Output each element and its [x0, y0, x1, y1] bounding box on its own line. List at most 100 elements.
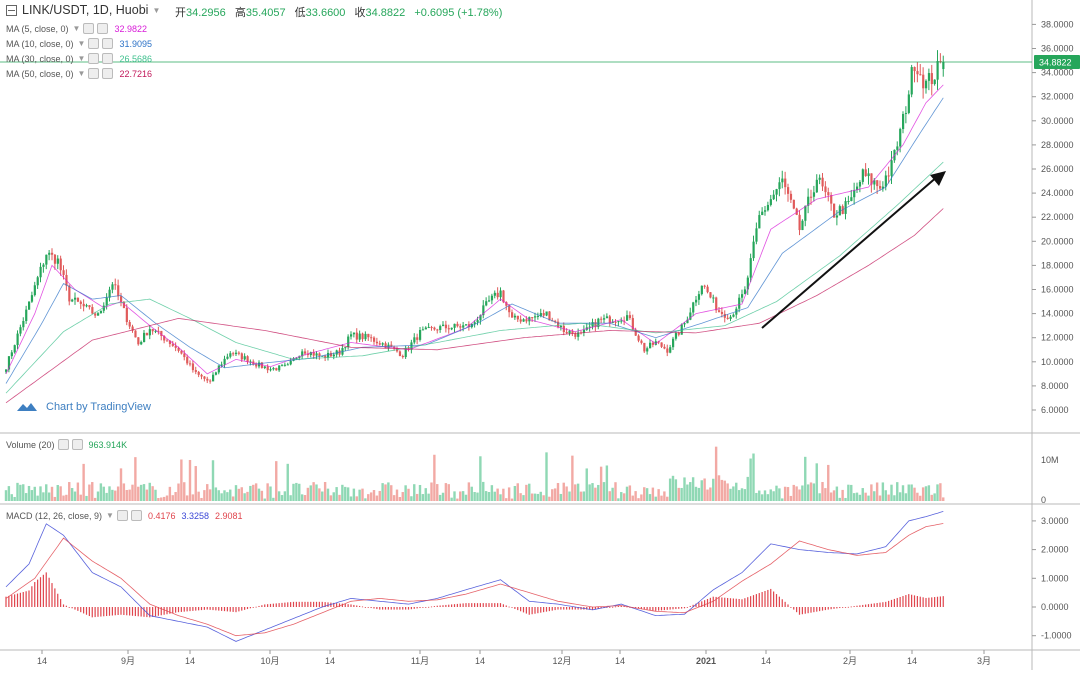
macd-hist-bar [683, 607, 686, 609]
macd-hist-bar [666, 607, 668, 610]
volume-bar [628, 485, 632, 501]
macd-hist-bar [353, 604, 355, 607]
volume-bar [162, 496, 166, 501]
tradingview-watermark[interactable]: Chart by TradingView [16, 401, 151, 413]
candle [557, 321, 560, 328]
candle [148, 329, 151, 336]
candle [19, 327, 22, 334]
candle [870, 173, 873, 185]
volume-bar [361, 488, 364, 501]
candle [637, 335, 640, 341]
macd-hist-bar [888, 600, 890, 607]
candle [79, 301, 82, 304]
macd-hist-bar [292, 601, 295, 607]
close-icon[interactable] [97, 23, 109, 34]
volume-bar [637, 498, 640, 501]
volume-bar [792, 484, 795, 501]
volume-bar [461, 491, 465, 501]
candle [97, 313, 100, 316]
macd-hist-bar [873, 603, 875, 607]
macd-hist-bar [747, 597, 749, 607]
macd-hist-bar [770, 588, 772, 607]
symbol-header[interactable]: LINK/USDT, 1D, Huobi ▼ [6, 3, 160, 17]
macd-hist-bar [540, 607, 542, 613]
close-icon[interactable] [71, 439, 83, 450]
close-icon[interactable] [130, 510, 142, 521]
volume-bar [246, 491, 249, 501]
volume-bar [283, 491, 287, 501]
macd-hist-bar [514, 607, 516, 609]
macd-hist-bar [525, 607, 527, 614]
candle [364, 333, 367, 340]
candle [200, 374, 203, 377]
volume-bar [674, 479, 678, 501]
macd-hist-bar [376, 607, 378, 610]
macd-hist-bar [589, 607, 591, 610]
candle [324, 355, 327, 358]
candle [419, 330, 422, 340]
macd-hist-bar [612, 606, 614, 608]
candle [53, 254, 57, 264]
volume-legend[interactable]: Volume (20) 963.914K [6, 439, 127, 450]
macd-hist-bar [321, 601, 323, 607]
macd-hist-bar [200, 607, 203, 611]
volume-bar [467, 482, 471, 501]
candle [614, 321, 617, 323]
settings-icon[interactable] [116, 510, 128, 521]
volume-bar [887, 494, 890, 501]
ma30-legend[interactable]: MA (30, close, 0) ▼ 26.5686 [6, 53, 152, 64]
chevron-down-icon[interactable]: ▼ [106, 511, 114, 520]
volume-bar [614, 482, 617, 501]
macd-legend[interactable]: MACD (12, 26, close, 9) ▼ 0.4176 3.3258 2… [6, 510, 243, 521]
settings-icon[interactable] [88, 68, 100, 79]
macd-hist-bar [246, 607, 249, 610]
candle [105, 297, 108, 306]
volume-bar [119, 468, 123, 501]
volume-bar [229, 489, 232, 501]
settings-icon[interactable] [88, 38, 100, 49]
candle [223, 358, 226, 365]
candle [177, 347, 180, 351]
collapse-icon[interactable] [6, 4, 17, 16]
ma5-legend[interactable]: MA (5, close, 0) ▼ 32.9822 [6, 23, 147, 34]
close-icon[interactable] [102, 53, 114, 64]
macd-hist-bar [462, 603, 464, 607]
ma5-value: 32.9822 [114, 23, 147, 34]
settings-icon[interactable] [57, 439, 69, 450]
ma10-legend[interactable]: MA (10, close, 0) ▼ 31.9095 [6, 38, 152, 49]
candle [367, 333, 370, 338]
volume-bar [165, 495, 169, 501]
chevron-down-icon[interactable]: ▼ [77, 39, 86, 48]
candle [212, 374, 215, 382]
settings-icon[interactable] [83, 23, 95, 34]
volume-bar [585, 468, 588, 501]
macd-hist-bar [255, 606, 257, 608]
chevron-down-icon[interactable]: ▼ [72, 24, 81, 33]
chevron-down-icon[interactable]: ▼ [77, 54, 86, 63]
tradingview-logo-icon [17, 403, 37, 411]
chevron-down-icon[interactable]: ▼ [152, 5, 161, 15]
candle [94, 313, 97, 316]
volume-bar [677, 487, 680, 501]
ma50-legend[interactable]: MA (50, close, 0) ▼ 22.7216 [6, 68, 152, 79]
chevron-down-icon[interactable]: ▼ [77, 69, 86, 78]
candle [692, 302, 695, 313]
volume-bar [795, 486, 798, 501]
macd-hist-bar [160, 607, 162, 616]
candle [390, 344, 393, 347]
close-icon[interactable] [102, 38, 114, 49]
symbol-title: LINK/USDT, 1D, Huobi [22, 3, 149, 17]
candle [600, 318, 603, 320]
candle [410, 342, 413, 350]
settings-icon[interactable] [88, 53, 100, 64]
macd-hist-bar [154, 607, 157, 617]
macd-hist-bar [517, 607, 519, 611]
close-icon[interactable] [102, 68, 114, 79]
macd-tick-label: -1.0000 [1041, 631, 1072, 641]
macd-line [5, 511, 944, 642]
volume-bar [137, 486, 140, 501]
macd-hist-bar [91, 607, 93, 618]
macd-hist-bar [442, 605, 444, 607]
